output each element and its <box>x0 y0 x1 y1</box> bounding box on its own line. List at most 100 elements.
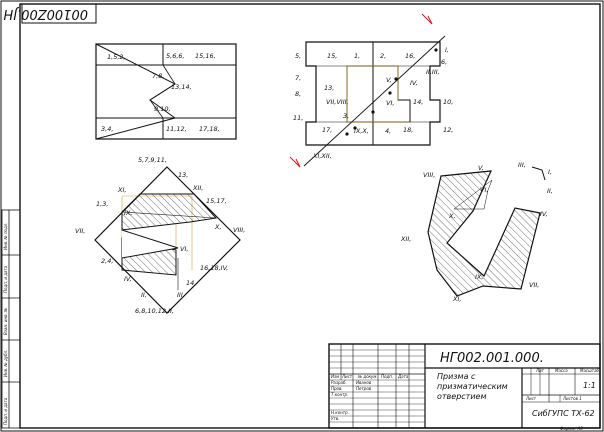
row-label-4: Подп. <box>381 374 393 379</box>
tv-label-22: 18, <box>403 126 413 134</box>
fv-label-4: 7,8, <box>152 72 164 80</box>
sv-label-14: IV, <box>124 275 132 283</box>
sv-label-1: 5,7,9,11, <box>138 156 167 164</box>
tv-label-5: 16, <box>405 52 415 60</box>
col-header-scale: Масштаб <box>580 368 600 373</box>
tv-label-20: IX,X, <box>354 127 369 135</box>
small-triangle <box>531 166 546 181</box>
fv-label-7: 3,4, <box>101 125 113 133</box>
tv-label-1: 5, <box>295 52 301 60</box>
sv-label-3: XI, <box>117 186 126 194</box>
fv-label-9: 17,18, <box>199 125 220 133</box>
sec-label-5: VI, <box>480 186 488 194</box>
format-label: Формат А3 <box>560 426 583 431</box>
tv-label-10: V, <box>386 76 392 84</box>
fv-label-6: 9,10, <box>154 105 171 113</box>
strip-label-5: Подп. и дата <box>3 397 8 425</box>
fv-label-8: 11,12, <box>166 125 187 133</box>
sv-label-4: XII, <box>192 184 203 192</box>
strip-label-4: Инв. № дубл. <box>3 350 8 377</box>
tv-label-16: 10, <box>443 98 453 106</box>
sec-label-6: II, <box>547 187 553 195</box>
sv-label-5: 1,3, <box>96 200 108 208</box>
sheet-label: Лист <box>525 396 537 401</box>
row-label-6: Разраб. <box>331 380 347 385</box>
sec-label-8: IV, <box>540 210 548 218</box>
sv-label-12: 2,4, <box>101 257 113 265</box>
sec-label-10: IX, <box>475 273 483 281</box>
row-label-1: Изм <box>331 374 339 379</box>
tv-label-19: 17, <box>322 126 332 134</box>
intersection-points <box>345 48 438 136</box>
tv-label-17: 11, <box>293 114 303 122</box>
tv-label-11: IV, <box>410 79 418 87</box>
side-view <box>94 166 241 314</box>
side-view-outline <box>94 166 241 314</box>
front-view <box>95 43 237 140</box>
sec-label-12: XI, <box>452 295 461 303</box>
tv-label-18: 3, <box>343 112 349 120</box>
sv-label-7: IX, <box>124 209 132 217</box>
left-strip <box>1 209 21 429</box>
sec-label-3: III, <box>518 161 526 169</box>
section-figure-hatch <box>427 170 541 297</box>
tv-label-4: 2, <box>380 52 386 60</box>
checker-name: Петров <box>356 386 372 391</box>
side-view-hatch-upper <box>121 193 218 231</box>
sv-label-11: VI, <box>180 245 188 253</box>
row-label-5: Дата <box>397 374 409 379</box>
sv-label-2: 13, <box>178 171 188 179</box>
cut-arrows <box>289 13 433 168</box>
strip-label-2: Подп. и дата <box>3 265 8 293</box>
tv-label-8: 8, <box>295 90 301 98</box>
row-label-2: Лист <box>341 374 353 379</box>
sv-label-9: VII, <box>75 227 85 235</box>
title-line-3: отверстием <box>437 392 486 401</box>
row-label-8: Т.контр. <box>331 392 348 397</box>
col-header-lit: Лит <box>535 368 545 373</box>
stamp-code: 00100Z00.JH <box>3 6 88 21</box>
sv-label-13: 16,18,IV, <box>200 264 228 272</box>
row-label-10: Утв. <box>331 416 339 421</box>
col-header-mass: Масса <box>555 368 568 373</box>
tv-label-7: 7, <box>295 74 301 82</box>
sec-label-1: VIII, <box>423 171 435 179</box>
section-figure <box>427 170 541 297</box>
scale-value: 1:1 <box>583 381 596 390</box>
sec-label-2: V, <box>478 164 484 172</box>
sv-label-17: III, <box>177 291 185 299</box>
title-block-grid <box>328 343 601 429</box>
tv-label-6: 6, <box>441 58 447 66</box>
row-label-3: № докум. <box>357 374 378 379</box>
strip-label-3: Взам. инв. № <box>3 308 8 335</box>
tv-label-13: VII,VIII, <box>326 98 349 106</box>
row-label-7: Пров. <box>331 386 343 391</box>
tv-label-2: 15, <box>327 52 337 60</box>
cut-line <box>303 35 446 167</box>
organization: СибГУПС ТХ-62 <box>532 409 595 418</box>
tv-label-21: 4, <box>385 127 391 135</box>
top-view-hole <box>346 65 411 123</box>
tv-label-3: 1, <box>354 52 360 60</box>
tv-label-25: I, <box>445 46 449 54</box>
tv-label-23: 12, <box>443 126 453 134</box>
developer-name: Иванов <box>356 380 372 385</box>
title-line-2: призматическим <box>437 382 508 391</box>
tv-label-9: 13, <box>324 84 334 92</box>
sec-label-4: I, <box>548 168 552 176</box>
fv-label-3: 15,16, <box>195 52 216 60</box>
sv-label-10: VIII, <box>233 226 245 234</box>
sv-label-16: II, <box>141 291 147 299</box>
sv-label-6: 15,17, <box>206 197 227 205</box>
row-label-9: Н.контр. <box>331 410 349 415</box>
fv-label-2: 5,6,6, <box>166 52 185 60</box>
strip-label-1: Инв. № подл. <box>3 222 8 250</box>
sec-label-11: VII, <box>529 281 539 289</box>
front-view-outline <box>95 43 237 140</box>
sec-label-9: XII, <box>400 235 411 243</box>
stamp-box <box>21 3 97 24</box>
tv-label-12: II,III, <box>426 68 440 76</box>
fv-label-1: 1,5,2, <box>107 53 126 61</box>
